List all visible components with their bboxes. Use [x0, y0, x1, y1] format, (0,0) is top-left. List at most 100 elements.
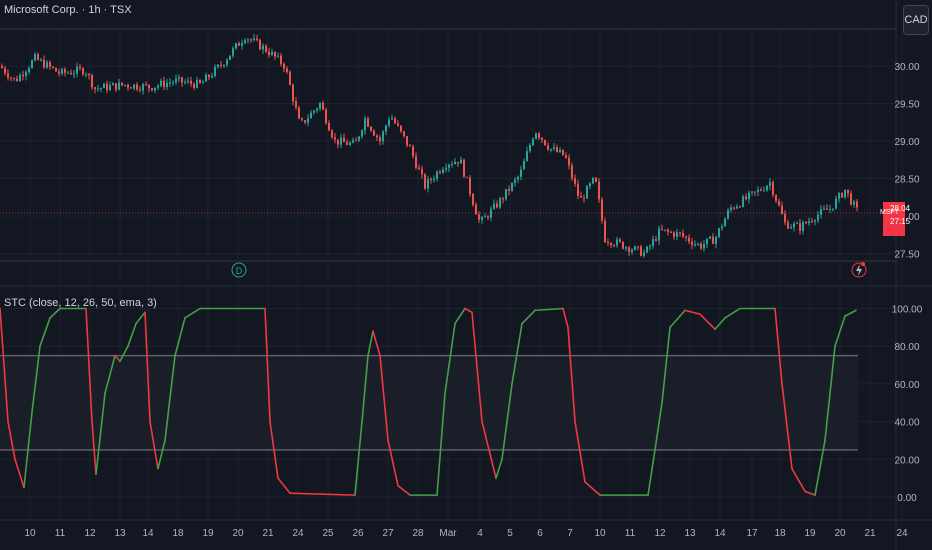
candle-body [577, 183, 579, 196]
candle-body [367, 118, 369, 127]
candle-body [451, 164, 453, 166]
candle-body [691, 241, 693, 246]
candle-body [280, 55, 282, 64]
candle-body [298, 107, 300, 119]
candle-body [235, 43, 237, 49]
candle-body [115, 83, 117, 90]
candle-body [745, 196, 747, 200]
candle-body [82, 68, 84, 75]
stc-segment [584, 481, 601, 496]
candle-body [568, 157, 570, 166]
y-axis: 27.50 28.00 28.50 29.00 29.50 30.00 0.00 20.00 4… [892, 62, 923, 504]
candle-body [208, 74, 210, 78]
candle-body [244, 40, 246, 43]
candle-body [673, 232, 675, 237]
candle-body [376, 135, 378, 138]
candle-body [181, 77, 183, 83]
candle-body [205, 74, 207, 82]
candle-body [253, 38, 255, 40]
stc-segment [149, 420, 159, 470]
candle-body [406, 136, 408, 146]
candle-body [61, 69, 63, 74]
candle-body [664, 229, 666, 231]
candle-body [556, 147, 558, 152]
candle-body [163, 80, 165, 88]
time-tick-label: 17 [746, 528, 758, 539]
candle-body [370, 126, 372, 131]
candle-body [580, 195, 582, 198]
candle-body [736, 206, 738, 209]
price-tick-label: 30.00 [894, 62, 919, 73]
stc-segment [481, 420, 497, 479]
time-tick-label: 19 [804, 528, 816, 539]
candle-body [364, 118, 366, 131]
candle-body [517, 176, 519, 180]
candle-body [196, 79, 198, 88]
candle-body [601, 199, 603, 221]
stc-segment [724, 307, 741, 319]
candle-body [1, 66, 3, 69]
candle-body [829, 208, 831, 210]
candle-body [64, 69, 66, 73]
stc-segment [791, 467, 806, 493]
candle-body [721, 226, 723, 229]
time-tick-label: 14 [714, 528, 726, 539]
candle-body [34, 54, 36, 61]
candle-body [760, 189, 762, 191]
candle-body [178, 77, 180, 79]
stc-segment [444, 322, 456, 395]
candle-body [844, 189, 846, 198]
candle-body [610, 242, 612, 246]
candle-body [847, 189, 849, 194]
currency-button[interactable]: CAD [903, 5, 929, 35]
price-tick-label: 28.00 [894, 212, 919, 223]
candle-body [331, 130, 333, 138]
stc-segment [562, 307, 569, 329]
candle-body [727, 210, 729, 219]
candle-body [436, 171, 438, 179]
stc-segment [454, 307, 466, 325]
candle-body [430, 178, 432, 181]
stc-indicator-title[interactable]: STC (close, 12, 26, 50, ema, 3) [4, 297, 157, 309]
candle-body [442, 169, 444, 173]
candle-body [229, 55, 231, 60]
candle-body [409, 145, 411, 147]
stc-segment [0, 307, 9, 423]
candle-body [25, 72, 27, 77]
candle-body [310, 112, 312, 119]
candle-body [832, 208, 834, 210]
candle-body [223, 64, 225, 66]
candle-body [217, 64, 219, 68]
candle-body [358, 136, 360, 141]
candle-body [748, 192, 750, 200]
candle-body [571, 165, 573, 179]
candle-body [133, 84, 135, 89]
candle-body [355, 140, 357, 142]
candle-body [676, 232, 678, 237]
candle-body [505, 189, 507, 200]
candle-body [481, 217, 483, 220]
candle-body [22, 74, 24, 77]
candle-body [472, 194, 474, 205]
time-tick-label: 13 [114, 528, 126, 539]
candle-body [631, 249, 633, 252]
stc-segment [372, 330, 381, 357]
time-tick-label: 25 [322, 528, 334, 539]
x-axis: 10 11 12 13 14 18 19 20 21 24 25 26 27 28 Mar 4 5 6 7 10 11 1… [24, 528, 908, 539]
stc-segment [814, 439, 826, 496]
candle-body [265, 45, 267, 52]
symbol-title[interactable]: Microsoft Corp. · 1h · TSX [4, 4, 132, 16]
stc-segment [39, 317, 51, 348]
candle-body [145, 84, 147, 86]
candle-body [151, 88, 153, 91]
candle-body [682, 233, 684, 237]
candle-body [94, 87, 96, 90]
candle-body [730, 207, 732, 211]
candle-body [139, 89, 141, 91]
stc-segment [23, 411, 33, 489]
candle-body [787, 222, 789, 229]
candle-body [622, 241, 624, 249]
candle-body [469, 177, 471, 195]
candle-body [337, 139, 339, 145]
stc-segment [397, 484, 411, 496]
